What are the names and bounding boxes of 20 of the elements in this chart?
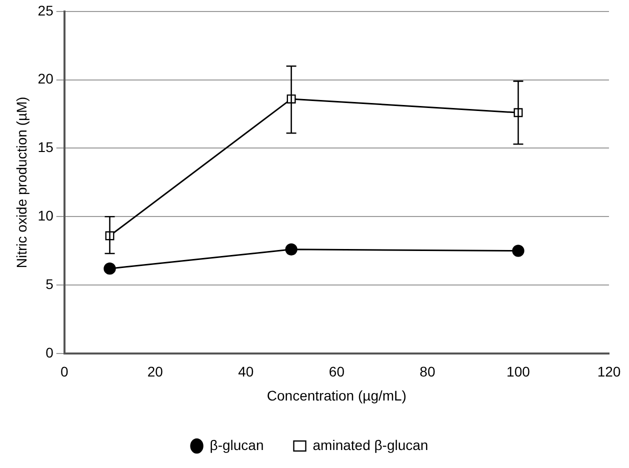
x-axis-title: Concentration (µg/mL) (266, 387, 406, 404)
y-tick-label: 25 (38, 2, 54, 18)
x-tick-label: 100 (506, 364, 530, 380)
y-tick-label: 0 (46, 344, 54, 360)
x-tick-label: 60 (328, 364, 345, 380)
x-tick-label: 20 (147, 364, 164, 380)
y-tick-label: 20 (38, 70, 54, 87)
legend-label: β-glucan (210, 436, 264, 453)
x-tick-label: 80 (420, 364, 436, 380)
legend-label: aminated β-glucan (312, 436, 428, 453)
y-tick-label: 5 (46, 276, 54, 292)
y-axis-title: Nitric oxide production (µM) (13, 96, 30, 268)
y-tick-label: 15 (38, 139, 54, 156)
point (512, 244, 524, 257)
x-tick-label: 40 (238, 364, 254, 380)
point (285, 243, 298, 256)
point (104, 262, 116, 275)
y-tick-label: 10 (38, 207, 54, 224)
x-tick-label: 0 (60, 364, 68, 380)
x-tick-label: 120 (597, 364, 621, 380)
